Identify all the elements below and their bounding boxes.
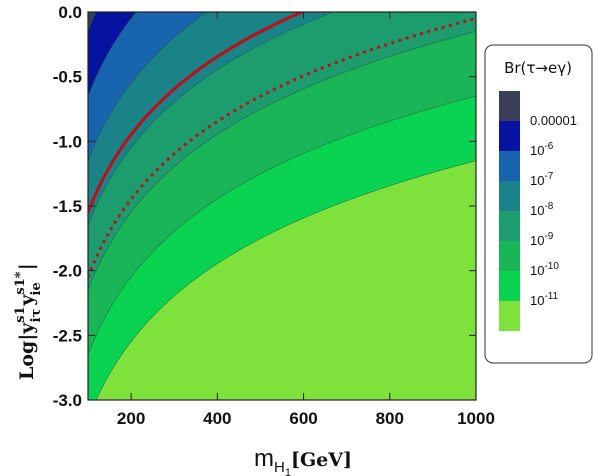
legend-swatch — [499, 181, 520, 211]
y-axis-label: Log|ys1iτys1*ie| — [13, 263, 44, 380]
legend-exponent: -10 — [544, 261, 559, 272]
legend-swatch — [499, 121, 520, 151]
legend-exponent: -11 — [544, 291, 558, 302]
contour-band — [88, 12, 208, 161]
contour-band — [88, 12, 137, 97]
legend-swatch — [499, 151, 520, 181]
legend-exponent: -6 — [544, 141, 553, 152]
y-tick-label: -1.5 — [53, 197, 82, 216]
benchmark-curves — [88, 12, 476, 278]
x-tick-label: 1000 — [457, 409, 495, 428]
solid-curve — [88, 12, 306, 214]
y-tick-label: -2.5 — [53, 326, 82, 345]
dotted-curve — [88, 17, 476, 278]
legend-label: 0.00001 — [530, 113, 577, 128]
contour-bands — [88, 12, 476, 400]
x-axis-label: mH1[GeV] — [254, 445, 352, 476]
y-axis: 0.0 -0.5 -1.0 -1.5 -2.0 -2.5 -3.0 — [53, 3, 476, 410]
legend-swatch — [499, 211, 520, 241]
x-tick-label: 400 — [203, 409, 231, 428]
legend: Br(τ→eγ) 0.0000110-610-710-810-910-1010-… — [484, 44, 593, 364]
legend-swatch — [499, 241, 520, 271]
x-tick-label: 800 — [376, 409, 404, 428]
legend-swatch — [499, 301, 520, 331]
x-tick-label: 600 — [289, 409, 317, 428]
y-tick-label: -1.0 — [53, 132, 82, 151]
y-tick-label: -0.5 — [53, 68, 82, 87]
legend-swatch — [499, 91, 520, 121]
y-tick-label: -3.0 — [53, 391, 82, 410]
x-axis: 200 400 600 800 1000 — [117, 12, 495, 428]
legend-exponent: -8 — [544, 201, 553, 212]
contour-band — [88, 12, 334, 226]
legend-exponent: -7 — [544, 171, 553, 182]
contour-band — [88, 12, 97, 32]
x-tick-label: 200 — [117, 409, 145, 428]
legend-title: Br(τ→eγ) — [504, 59, 572, 77]
legend-exponent: -9 — [544, 231, 553, 242]
y-tick-label: -2.0 — [53, 262, 82, 281]
legend-swatch — [499, 271, 520, 301]
y-tick-label: 0.0 — [58, 3, 82, 22]
